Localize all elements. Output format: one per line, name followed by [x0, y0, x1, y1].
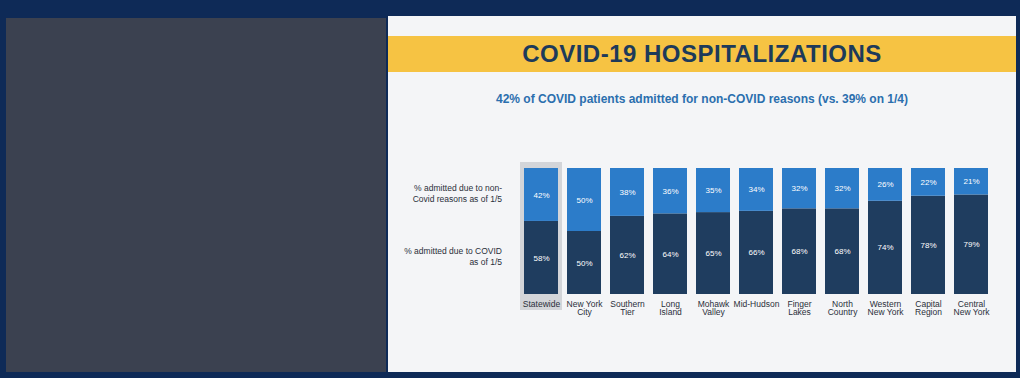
svg-text:WesternNew York: WesternNew York — [868, 299, 905, 318]
svg-text:74%: 74% — [877, 243, 893, 252]
svg-text:79%: 79% — [963, 240, 979, 249]
svg-text:MohawkValley: MohawkValley — [698, 299, 730, 318]
svg-text:66%: 66% — [748, 248, 764, 257]
svg-text:34%: 34% — [748, 185, 764, 194]
svg-text:Mid-Hudson: Mid-Hudson — [734, 299, 780, 309]
svg-text:SouthernTier: SouthernTier — [610, 299, 645, 318]
svg-text:26%: 26% — [877, 180, 893, 189]
svg-text:Statewide: Statewide — [523, 299, 561, 309]
svg-text:32%: 32% — [834, 184, 850, 193]
html-text:42% of COVID patients admitted: 42% of COVID patients admitted for non-C… — [496, 92, 908, 106]
svg-text:New YorkCity: New YorkCity — [567, 299, 604, 318]
svg-text:36%: 36% — [662, 187, 678, 196]
svg-text:22%: 22% — [920, 178, 936, 187]
svg-text:CapitalRegion: CapitalRegion — [915, 299, 942, 318]
svg-text:50%: 50% — [576, 196, 592, 205]
svg-text:NorthCountry: NorthCountry — [828, 299, 859, 318]
svg-text:38%: 38% — [619, 188, 635, 197]
svg-text:21%: 21% — [963, 177, 979, 186]
svg-text:FingerLakes: FingerLakes — [787, 299, 811, 318]
svg-text:68%: 68% — [834, 247, 850, 256]
svg-text:68%: 68% — [791, 247, 807, 256]
svg-text:58%: 58% — [533, 254, 549, 263]
svg-text:50%: 50% — [576, 259, 592, 268]
svg-text:62%: 62% — [619, 251, 635, 260]
svg-text:78%: 78% — [920, 241, 936, 250]
html-text:% admitted due to non-Covid re: % admitted due to non-Covid reasons as o… — [412, 183, 502, 205]
svg-text:CentralNew York: CentralNew York — [954, 299, 991, 318]
svg-text:65%: 65% — [705, 249, 721, 258]
svg-text:42%: 42% — [533, 191, 549, 200]
svg-text:35%: 35% — [705, 186, 721, 195]
html-text:COVID-19 HOSPITALIZATIONS: COVID-19 HOSPITALIZATIONS — [522, 40, 882, 67]
html-text:% admitted due to COVID as of: % admitted due to COVID as of 1/5 — [404, 246, 502, 268]
svg-text:LongIsland: LongIsland — [659, 299, 682, 318]
svg-text:64%: 64% — [662, 250, 678, 259]
svg-text:32%: 32% — [791, 184, 807, 193]
